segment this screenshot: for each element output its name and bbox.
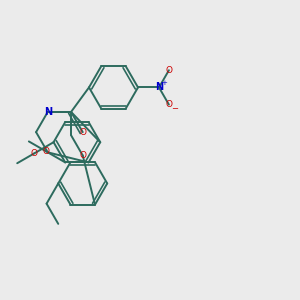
Text: O: O xyxy=(165,100,172,109)
Text: +: + xyxy=(161,80,167,86)
Text: O: O xyxy=(79,151,86,160)
Text: N: N xyxy=(44,107,52,117)
Text: O: O xyxy=(79,128,86,136)
Text: O: O xyxy=(31,149,38,158)
Text: −: − xyxy=(171,104,178,113)
Text: N: N xyxy=(155,82,163,92)
Text: O: O xyxy=(165,66,172,75)
Text: O: O xyxy=(43,147,50,156)
